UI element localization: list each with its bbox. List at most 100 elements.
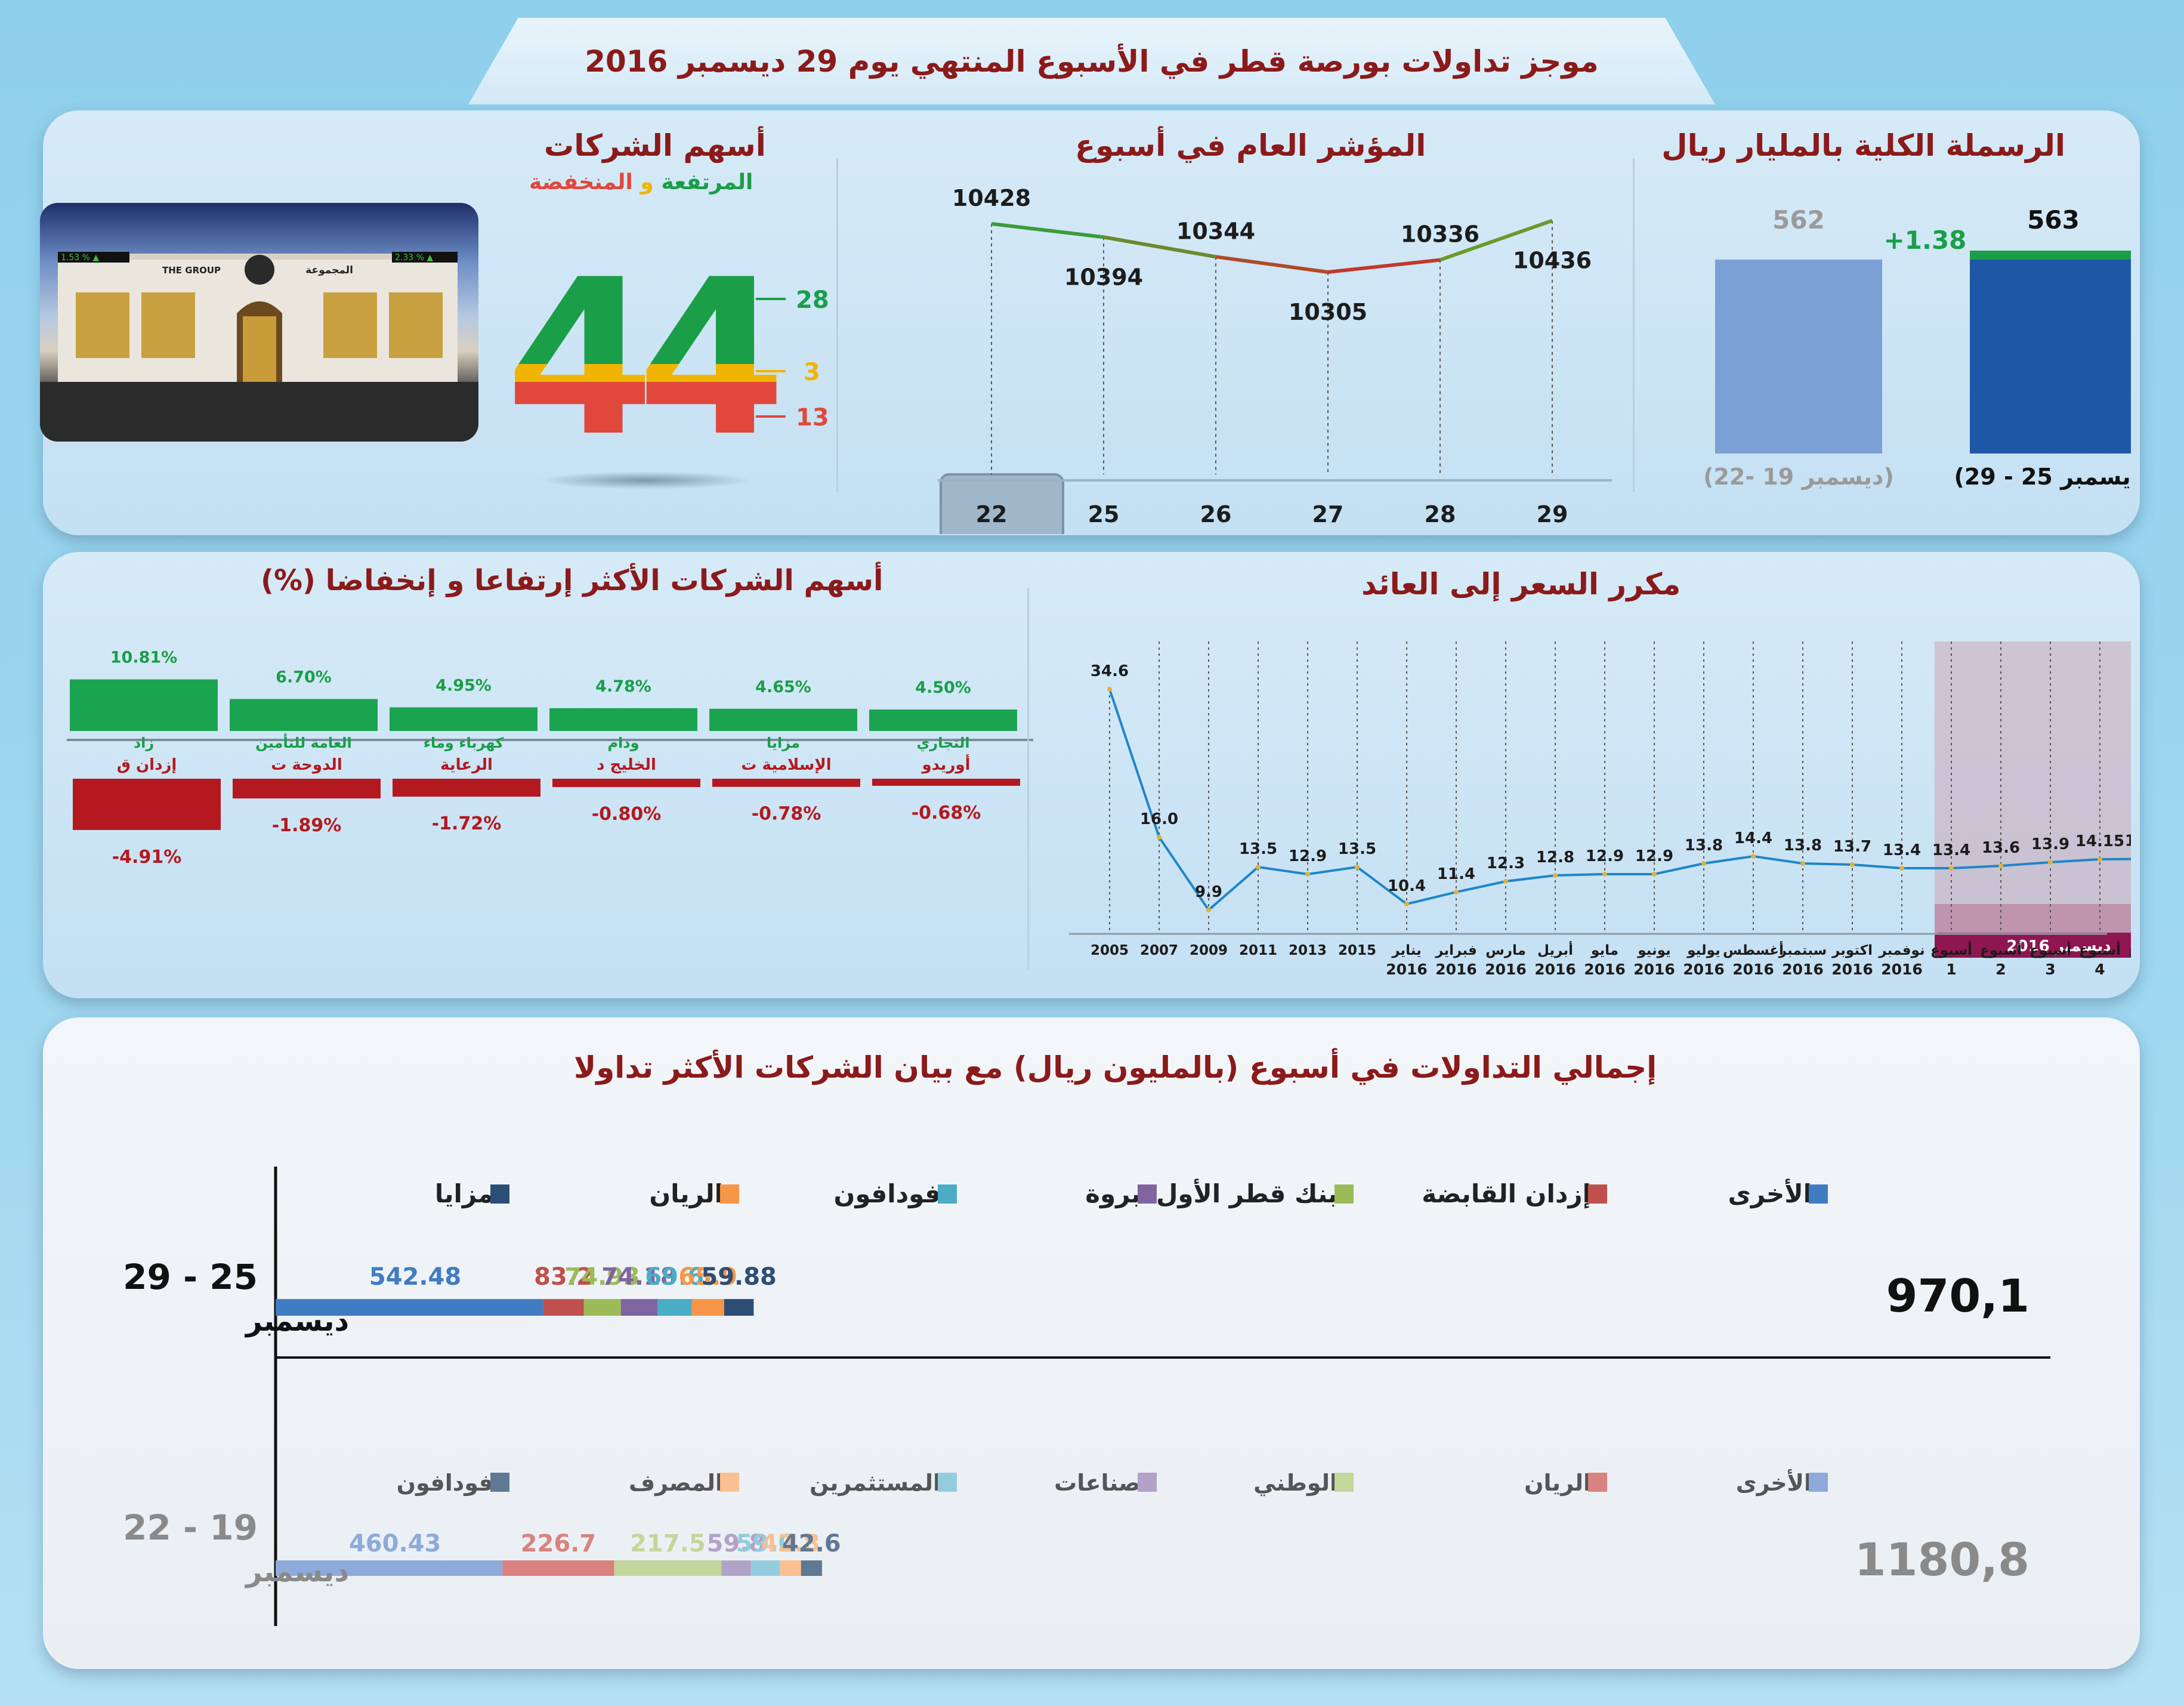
trading-segment-label: 83.2 bbox=[534, 1263, 593, 1291]
trading-bar-segment bbox=[657, 1299, 692, 1316]
pe-value-label: 11.4 bbox=[1437, 865, 1475, 883]
trading-segment-label: 460.43 bbox=[349, 1530, 441, 1557]
market-cap-prev-bar bbox=[1715, 260, 1882, 454]
subtitle-and: و bbox=[640, 170, 654, 195]
legend-swatch bbox=[938, 1473, 957, 1492]
pe-value-label: 13.5 bbox=[1338, 840, 1376, 858]
pe-point bbox=[1503, 879, 1508, 884]
trading-segment-label: 42.8 bbox=[761, 1530, 820, 1557]
trading-segment-label: 226.7 bbox=[521, 1530, 597, 1557]
pe-value-label: 16.0 bbox=[1140, 810, 1178, 828]
pe-value-label: 13.4 bbox=[1883, 841, 1921, 859]
index-line-segment bbox=[1327, 258, 1441, 274]
legend-label: صناعات bbox=[1054, 1470, 1141, 1496]
trading-segment-label: 59.8 bbox=[707, 1530, 766, 1557]
pe-tick-sublabel: 2016 bbox=[1782, 961, 1824, 978]
down-band bbox=[505, 382, 778, 445]
pe-value-label: 12.3 bbox=[1487, 854, 1525, 872]
period-total: 1180,8 bbox=[1855, 1533, 2029, 1586]
loser-value-label: -1.72% bbox=[432, 813, 502, 834]
gainer-name-label: التجاري bbox=[916, 735, 969, 751]
pe-value-label: 14.4 bbox=[1734, 829, 1772, 847]
gainer-name-label: ودام bbox=[607, 735, 639, 751]
index-line-segment bbox=[1439, 218, 1553, 262]
legend-swatch bbox=[938, 1184, 957, 1204]
highlight-tag: ديسمبر 2016 bbox=[1935, 933, 2131, 958]
pe-tick-sublabel: 2016 bbox=[1386, 961, 1428, 978]
building-photo: 1.53 % ▲ 2.33 % ▲ THE GROUP المجموعة bbox=[40, 203, 478, 442]
gainer-value-label: 4.95% bbox=[435, 676, 492, 695]
index-value-label: 10428 bbox=[952, 185, 1031, 211]
pe-title: مكرر السعر إلى العائد bbox=[1361, 567, 1681, 601]
pe-tick-sublabel: 3 bbox=[2045, 961, 2055, 978]
legend-label: المستثمرين bbox=[810, 1470, 941, 1496]
trading-segment-label: 42.6 bbox=[782, 1530, 841, 1557]
building-illustration: 1.53 % ▲ 2.33 % ▲ THE GROUP المجموعة bbox=[40, 252, 478, 442]
pe-tick-label: أسبوع bbox=[1980, 940, 2022, 958]
legend-swatch bbox=[490, 1473, 509, 1492]
pe-point bbox=[1701, 861, 1706, 866]
pe-point bbox=[1404, 902, 1409, 906]
page-header: موجز تداولات بورصة قطر في الأسبوع المنته… bbox=[468, 18, 1715, 104]
gainer-bar bbox=[709, 708, 857, 731]
legend-label: الوطني bbox=[1253, 1470, 1337, 1496]
trading-bar-segment bbox=[721, 1560, 751, 1576]
pe-tick-sublabel: 2 bbox=[1995, 961, 2006, 978]
page-title: موجز تداولات بورصة قطر في الأسبوع المنته… bbox=[585, 44, 1599, 79]
market-cap-curr-label: (ديسمبر 25 - 29) bbox=[1954, 464, 2131, 490]
pe-point bbox=[1602, 872, 1607, 877]
legend-label: بروة bbox=[1085, 1179, 1141, 1209]
pe-tick-sublabel: 2016 bbox=[1732, 961, 1774, 978]
loser-bar bbox=[712, 779, 860, 787]
day-highlight bbox=[940, 473, 1064, 534]
gainer-bar bbox=[549, 708, 697, 731]
legend-label: الأخرى bbox=[1736, 1469, 1812, 1496]
pe-tick-label: مايو bbox=[1590, 943, 1618, 958]
day-tick-label: 22 bbox=[976, 501, 1008, 527]
legend-swatch bbox=[1588, 1473, 1607, 1492]
unchanged-count: 3 bbox=[804, 359, 820, 386]
legend-swatch bbox=[1588, 1184, 1607, 1204]
day-tick-label: 29 bbox=[1537, 501, 1568, 527]
loser-bar bbox=[233, 779, 381, 799]
down-count: 13 bbox=[796, 404, 829, 431]
pe-point bbox=[1256, 865, 1261, 869]
trading-chart: الأخرى إزدان القابضة بنك قطر الأول بروة فودا… bbox=[123, 1167, 2050, 1626]
loser-name-label: إزدان ق bbox=[117, 756, 177, 774]
period-label: 29 - 25 bbox=[123, 1257, 258, 1297]
loser-name-label: أوريدو bbox=[921, 754, 971, 774]
trading-bar-segment bbox=[780, 1560, 801, 1576]
index-title: المؤشر العام في أسبوع bbox=[1075, 128, 1426, 163]
market-cap-prev-value: 562 bbox=[1772, 205, 1825, 235]
trading-bar-segment bbox=[801, 1560, 822, 1576]
market-cap-chart: 562 +1.38 563 (ديسمبر 19 -22) (ديسمبر 25… bbox=[1703, 205, 2131, 490]
market-cap-prev-label: (ديسمبر 19 -22) bbox=[1703, 464, 1894, 490]
pe-tick-label: أغسطس bbox=[1723, 940, 1784, 958]
loser-value-label: -0.80% bbox=[592, 804, 662, 825]
loser-name-label: الخليج د bbox=[597, 756, 656, 774]
pe-tick-sublabel: 2016 bbox=[1534, 961, 1576, 978]
gainer-bar bbox=[70, 679, 218, 731]
trading-bar-segment bbox=[614, 1560, 722, 1576]
pe-point bbox=[1998, 863, 2003, 868]
pe-tick-label: يناير bbox=[1391, 943, 1422, 958]
pe-point bbox=[1553, 873, 1558, 878]
loser-bar bbox=[393, 779, 540, 797]
pe-value-label: 14.18 bbox=[2125, 832, 2131, 850]
pe-point bbox=[1107, 687, 1112, 692]
trading-bar-segment bbox=[724, 1299, 754, 1316]
pe-tick-label: سبتمبر bbox=[1778, 943, 1827, 958]
photo-sign-ar: المجموعة bbox=[305, 264, 353, 276]
highlight-band-base bbox=[1935, 904, 2131, 934]
trading-segment-label: 74.18 bbox=[601, 1263, 677, 1291]
gainer-name-label: زاد bbox=[134, 735, 154, 751]
pe-point bbox=[1751, 854, 1756, 859]
period-total: 970,1 bbox=[1886, 1269, 2029, 1322]
pe-point bbox=[1454, 890, 1459, 894]
loser-value-label: -4.91% bbox=[112, 847, 182, 868]
gainer-name-label: كهرباء وماء bbox=[424, 735, 503, 751]
pe-tick-label: يونيو bbox=[1637, 943, 1671, 958]
gainer-name-label: العامة للتأمين bbox=[255, 733, 351, 751]
pe-point bbox=[1949, 866, 1954, 871]
legend-label: الريان bbox=[649, 1179, 723, 1209]
